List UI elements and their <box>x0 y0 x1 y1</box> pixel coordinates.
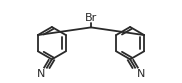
Text: N: N <box>37 69 45 79</box>
Text: N: N <box>137 69 145 79</box>
Text: Br: Br <box>85 13 97 23</box>
